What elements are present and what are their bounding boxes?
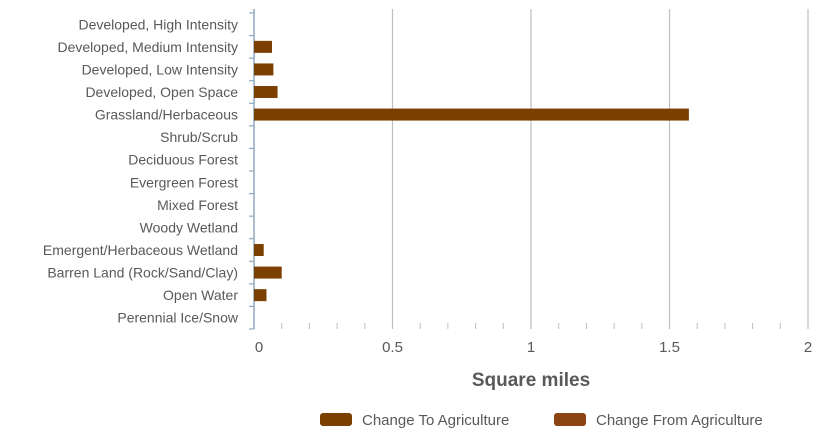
category-label: Developed, Medium Intensity [57,39,238,55]
bar [254,86,278,98]
x-tick-label: 2 [804,339,812,356]
category-label: Developed, High Intensity [78,16,238,32]
x-tick-label: 0 [255,339,263,356]
category-label: Shrub/Scrub [160,129,238,145]
bars [254,40,689,302]
category-label: Barren Land (Rock/Sand/Clay) [47,265,238,281]
bar [254,266,282,279]
x-tick-labels: 0 0.5 1 1.5 2 [255,339,812,356]
y-axis [249,9,781,330]
bar [254,244,264,256]
category-label: Developed, Low Intensity [82,61,238,77]
bar [254,108,689,121]
category-label: Grassland/Herbaceous [95,107,238,123]
bar [254,63,274,76]
category-label: Emergent/Herbaceous Wetland [43,242,238,258]
x-tick-label: 0.5 [382,339,403,356]
bar [254,40,273,53]
legend-swatch [320,413,352,426]
category-label: Deciduous Forest [128,152,238,168]
x-tick-label: 1.5 [659,339,680,356]
category-label: Woody Wetland [140,219,238,235]
x-tick-label: 1 [527,339,535,356]
category-label: Mixed Forest [157,197,238,213]
category-label: Evergreen Forest [130,174,238,190]
legend-swatch [554,413,586,426]
legend: Change To Agriculture Change From Agricul… [320,412,763,429]
x-axis-title: Square miles [472,370,590,391]
category-label: Open Water [163,287,238,303]
category-labels: Developed, High Intensity Developed, Medi… [43,16,239,325]
category-label: Perennial Ice/Snow [117,310,239,326]
bar [254,289,267,302]
gridlines [391,9,809,329]
category-label: Developed, Open Space [85,84,238,100]
legend-label: Change To Agriculture [362,412,509,429]
legend-label: Change From Agriculture [596,412,763,429]
